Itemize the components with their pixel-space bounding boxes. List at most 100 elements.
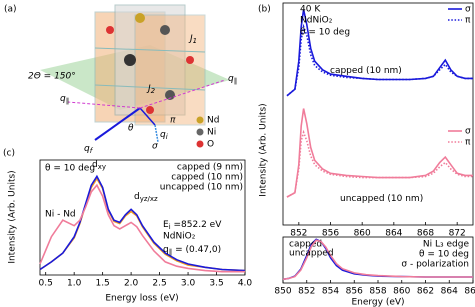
qf-text: q [84,144,90,154]
annotation: q∥ = (0.47,0) [163,245,221,257]
legend-nd-marker [196,116,204,124]
j2-sub: 2 [151,87,156,95]
legend-label: uncapped [289,249,334,259]
annotation-rest: = (0.47,0) [172,245,221,255]
lattice-line [94,84,206,91]
x-tick-label: 856 [346,287,363,297]
annotation-text: q [163,245,169,255]
x-tick-label: 4.0 [238,279,253,289]
annotation-text: uncapped (10 nm) [340,194,423,204]
o-atom [186,56,194,64]
j1-label: J1 [188,34,197,46]
qpar-sub: ∥ [66,97,70,105]
x-tick-label: 3.5 [209,279,223,289]
qpar-label: q∥ [60,94,69,106]
x-tick-label: 0.5 [39,279,53,289]
annotation: Ni L₃ edge [423,240,470,250]
qi-text: q [160,130,166,140]
legend-label: uncapped (10 nm) [160,183,243,193]
j2-text: J [146,84,151,94]
arrow-sigma [154,124,159,143]
lattice-face [134,14,206,126]
scattering-angle: 2Θ = 150° [28,72,76,82]
x-tick-label: 1.0 [67,279,82,289]
theta-label: θ [128,124,134,134]
x-tick-label: 854 [322,287,339,297]
x-tick-label: 2.0 [124,279,139,289]
annotation: uncapped (10 nm) [340,194,423,204]
x-tick-label: 858 [369,287,386,297]
x-tick-label: 868 [417,229,434,239]
annotation: NdNiO₂ [300,16,333,26]
y-axis-label: Intensity (Arb. Units) [259,103,269,196]
x-axis-label: Energy loss (eV) [105,294,178,304]
x-tick-label: 866 [464,287,475,297]
legend-label: capped (10 nm) [171,173,243,183]
annotation: θ = 10 deg [419,250,469,260]
lattice-line [94,47,206,53]
annotation: capped (10 nm) [330,66,402,76]
annotation: NdNiO₂ [163,232,196,242]
legend-label: σ [465,5,471,15]
x-tick-label: 1.5 [95,279,109,289]
ni-atom [124,54,136,66]
x-tick-label: 3.0 [181,279,196,289]
annotation-sub: xy [98,163,106,171]
annotation-text: d [92,160,98,170]
series-line [286,129,473,198]
qi-sub: i [166,133,168,141]
annotation-rest: =852.2 eV [171,220,223,230]
x-tick-label: 864 [441,287,458,297]
qpar-sub: ∥ [234,77,238,85]
x-tick-label: 852 [290,229,307,239]
nd-atom [135,13,145,23]
qpar-text: q [60,94,66,104]
series-line [39,183,245,273]
arrow-qi [139,107,156,126]
annotation: 40 K [300,5,321,15]
ni-atom [165,90,175,100]
annotation-sub: ∥ [169,248,173,256]
x-tick-label: 2.5 [152,279,166,289]
j1-text: J [188,34,193,44]
o-atom [106,26,114,34]
panel-label: (a) [4,5,17,15]
j2-label: J2 [146,84,156,96]
plot-frame [282,2,474,226]
arrow-qf [94,107,141,141]
j1-sub: 1 [193,37,197,45]
annotation-text: d [134,192,140,202]
annotation: θ = 10 deg [300,28,350,38]
annotation: dyz/xz [134,192,158,204]
annotation: θ = 10 deg [45,164,95,174]
qf-sub: f [90,147,94,155]
ni-atom [160,25,170,35]
arrow-qpar [67,101,141,109]
annotation: dxy [92,160,106,172]
x-tick-label: 860 [354,229,371,239]
x-tick-label: 850 [274,287,291,297]
lattice-diagram [40,4,230,148]
plot-frame [39,159,246,276]
qf-label: qf [84,144,94,156]
annotation-text: E [163,220,169,230]
legend-label: capped [289,240,322,250]
annotation-text: capped (10 nm) [330,66,402,76]
pi-label: π [170,116,176,126]
annotation-sub: yz/xz [140,195,158,203]
annotation-sub: i [169,223,171,231]
legend-label: capped (9 nm) [177,163,243,173]
sigma-label: σ [152,142,158,152]
o-atom [146,106,154,114]
legend-ni-marker [196,128,204,136]
x-tick-label: 862 [417,287,434,297]
legend-label: O [207,140,214,150]
qpar-text: q [228,74,234,84]
x-tick-label: 872 [449,229,466,239]
legend-label: Nd [207,116,219,126]
panel-label: (b) [258,5,271,15]
qpar-label: q∥ [228,74,237,86]
annotation: σ - polarization [401,260,469,270]
legend-o-marker [196,140,204,148]
